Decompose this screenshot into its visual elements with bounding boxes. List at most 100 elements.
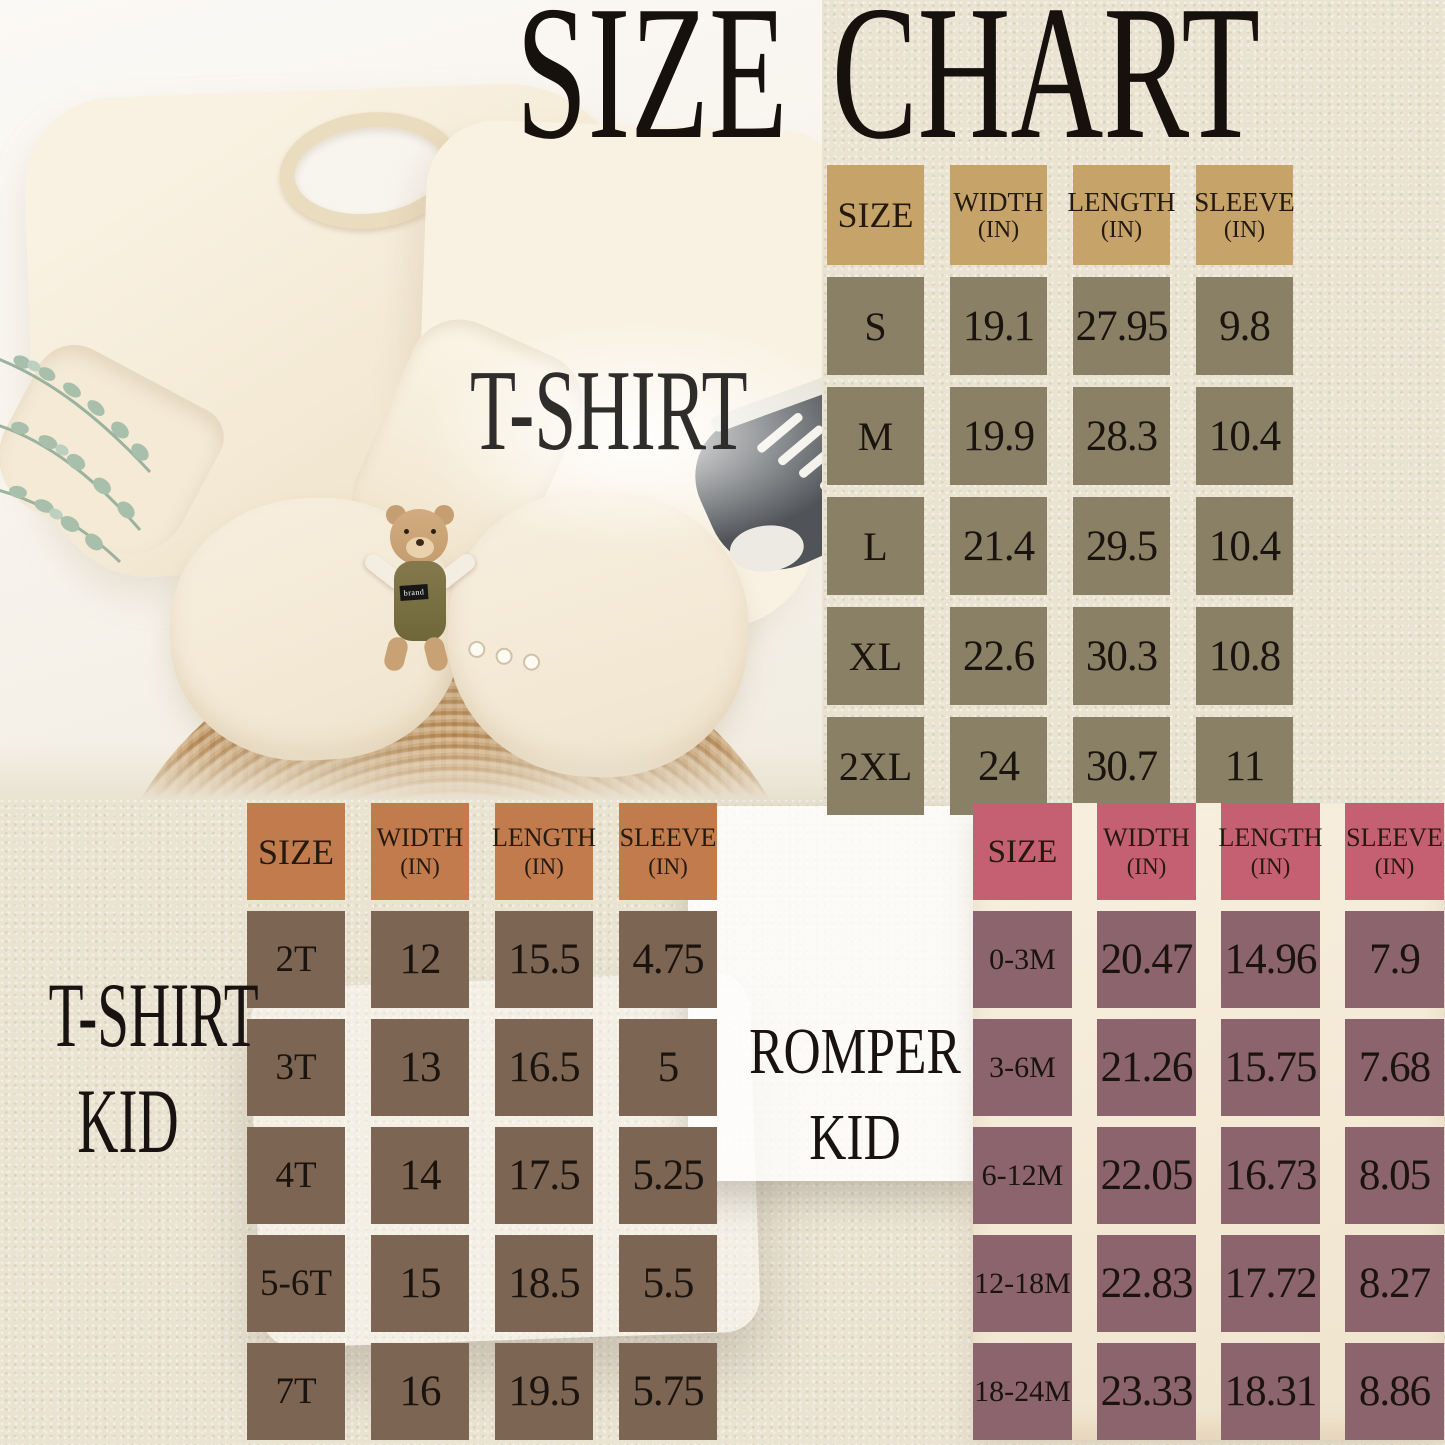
width-cell: 21.4 [950,497,1047,595]
width-cell: 13 [371,1019,469,1116]
length-cell: 15.5 [495,911,593,1008]
sleeve-cell: 10.4 [1196,497,1293,595]
size-cell: 18-24M [973,1343,1072,1440]
sleeve-cell: 5.5 [619,1235,717,1332]
width-cell: 15 [371,1235,469,1332]
length-cell: 16.5 [495,1019,593,1116]
header-label: LENGTH [492,823,596,852]
header-label: SLEEVE [1346,823,1443,852]
label-glow [420,320,822,550]
teddy-overalls [394,561,446,641]
teddy-leg [382,635,410,673]
sleeve-cell: 8.05 [1345,1127,1444,1224]
size-cell: M [827,387,924,485]
product-photo: brand [0,0,822,800]
header-cell: WIDTH (IN) [950,165,1047,265]
sleeve-cell: 8.86 [1345,1343,1444,1440]
sleeve-cell: 7.68 [1345,1019,1444,1116]
faded-hanging-tshirt-photo [688,806,990,1181]
width-cell: 21.26 [1097,1019,1196,1116]
romper-section-label-line2: KID [809,1101,901,1174]
header-cell: WIDTH (IN) [1097,803,1196,900]
size-cell: 12-18M [973,1235,1072,1332]
kid-section-label-line2: KID [77,1070,179,1172]
header-cell: SLEEVE (IN) [1345,803,1444,900]
header-cell: LENGTH (IN) [492,803,596,900]
header-label: SLEEVE [619,823,717,852]
sleeve-cell: 10.8 [1196,607,1293,705]
sleeve-cell: 11 [1196,717,1293,815]
header-unit: (IN) [1223,216,1266,243]
size-cell: 4T [247,1127,345,1224]
length-cell: 15.75 [1221,1019,1320,1116]
size-cell: XL [827,607,924,705]
length-cell: 16.73 [1221,1127,1320,1224]
page-title: SIZE CHART [516,0,1261,179]
header-label: WIDTH [1103,823,1190,852]
header-cell: LENGTH (IN) [1218,803,1323,900]
header-unit: (IN) [977,216,1020,243]
size-cell: 7T [247,1343,345,1440]
length-cell: 17.72 [1221,1235,1320,1332]
sleeve-cell: 7.9 [1345,911,1444,1008]
adult-size-table: SIZE WIDTH (IN) LENGTH (IN) SLEEVE (IN) … [827,165,1295,815]
length-cell: 28.3 [1073,387,1170,485]
width-cell: 16 [371,1343,469,1440]
romper-size-table: SIZE WIDTH (IN) LENGTH (IN) SLEEVE (IN) … [973,803,1444,1440]
header-cell: SLEEVE (IN) [619,803,717,900]
width-cell: 22.83 [1097,1235,1196,1332]
header-label: WIDTH [953,186,1044,217]
header-label: LENGTH [1067,186,1176,217]
header-unit: (IN) [1126,854,1167,879]
size-cell: 0-3M [973,911,1072,1008]
size-cell: 5-6T [247,1235,345,1332]
size-cell: 2XL [827,717,924,815]
width-cell: 22.05 [1097,1127,1196,1224]
length-cell: 30.3 [1073,607,1170,705]
length-cell: 17.5 [495,1127,593,1224]
kid-section-label-line1: T-SHIRT [48,964,259,1066]
size-cell: 3-6M [973,1019,1072,1116]
header-unit: (IN) [1374,854,1415,879]
romper-section-label-line1: ROMPER [749,1015,961,1088]
size-cell: 6-12M [973,1127,1072,1224]
kid-size-table: SIZE WIDTH (IN) LENGTH (IN) SLEEVE (IN) … [247,803,717,1440]
width-cell: 20.47 [1097,911,1196,1008]
teddy-eye [404,529,409,534]
header-label: SLEEVE [1194,186,1295,217]
width-cell: 12 [371,911,469,1008]
header-cell: LENGTH (IN) [1068,165,1176,265]
header-unit: (IN) [524,854,564,879]
size-cell: L [827,497,924,595]
header-label: WIDTH [376,823,464,852]
sleeve-cell: 4.75 [619,911,717,1008]
eucalyptus-plant [0,355,152,564]
size-cell: 3T [247,1019,345,1116]
size-cell: S [827,277,924,375]
sleeve-cell: 5.75 [619,1343,717,1440]
header-unit: (IN) [1250,854,1291,879]
header-label: SIZE [258,831,334,872]
header-cell: SIZE [827,165,924,265]
sleeve-cell: 9.8 [1196,277,1293,375]
width-cell: 23.33 [1097,1343,1196,1440]
kid-section-label: T-SHIRT KID [48,962,259,1174]
teddy-brand-label: brand [399,584,429,601]
length-cell: 29.5 [1073,497,1170,595]
length-cell: 18.5 [495,1235,593,1332]
size-cell: 2T [247,911,345,1008]
length-cell: 30.7 [1073,717,1170,815]
header-unit: (IN) [648,854,688,879]
photo-bottom-fade [0,742,822,800]
header-label: SIZE [837,195,914,235]
sleeve-cell: 5.25 [619,1127,717,1224]
header-label: SIZE [987,833,1058,870]
teddy-leg [422,635,450,673]
header-unit: (IN) [400,854,440,879]
header-cell: WIDTH (IN) [371,803,469,900]
length-cell: 18.31 [1221,1343,1320,1440]
sleeve-cell: 5 [619,1019,717,1116]
header-label: LENGTH [1218,823,1323,852]
sleeve-cell: 8.27 [1345,1235,1444,1332]
